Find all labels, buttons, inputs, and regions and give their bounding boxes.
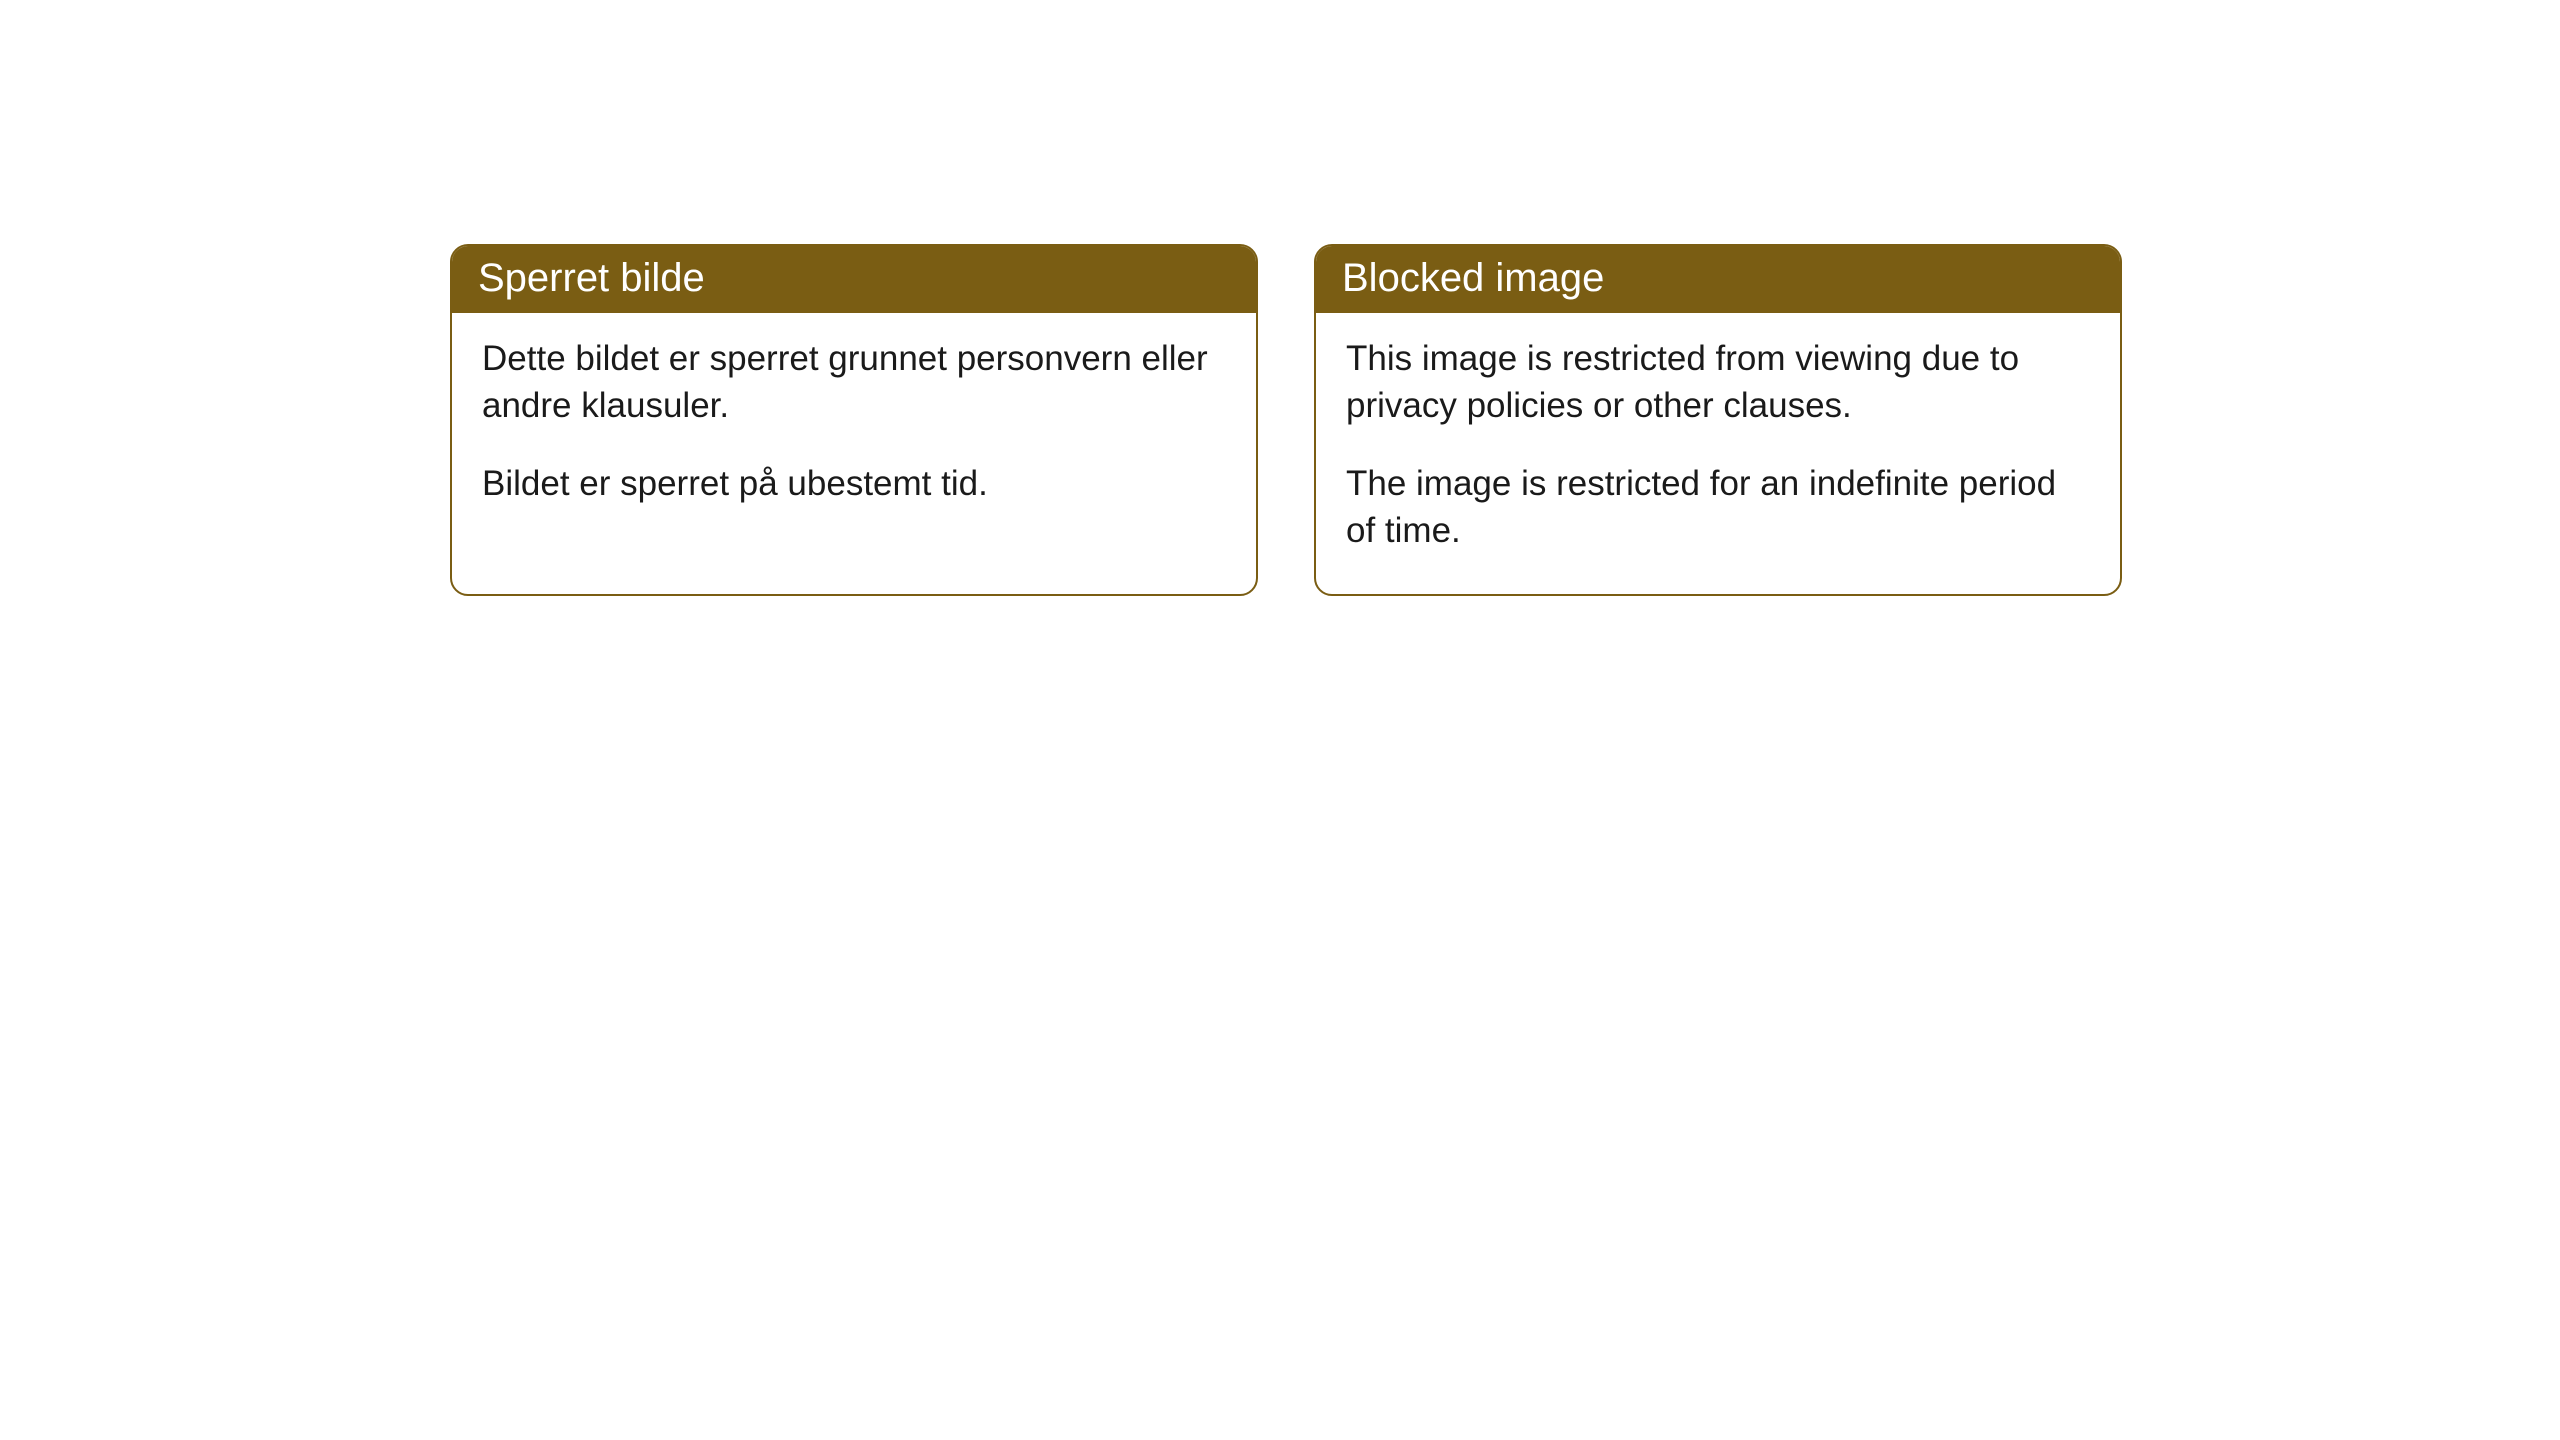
card-title: Blocked image [1342, 256, 1604, 300]
blocked-image-card-no: Sperret bilde Dette bildet er sperret gr… [450, 244, 1258, 596]
card-paragraph: Bildet er sperret på ubestemt tid. [482, 460, 1226, 507]
card-paragraph: Dette bildet er sperret grunnet personve… [482, 335, 1226, 430]
card-title: Sperret bilde [478, 256, 705, 300]
card-paragraph: This image is restricted from viewing du… [1346, 335, 2090, 430]
card-body: This image is restricted from viewing du… [1316, 313, 2120, 594]
card-header: Sperret bilde [452, 246, 1256, 313]
blocked-image-card-en: Blocked image This image is restricted f… [1314, 244, 2122, 596]
card-paragraph: The image is restricted for an indefinit… [1346, 460, 2090, 555]
card-header: Blocked image [1316, 246, 2120, 313]
card-body: Dette bildet er sperret grunnet personve… [452, 313, 1256, 547]
notice-cards-container: Sperret bilde Dette bildet er sperret gr… [0, 0, 2560, 596]
